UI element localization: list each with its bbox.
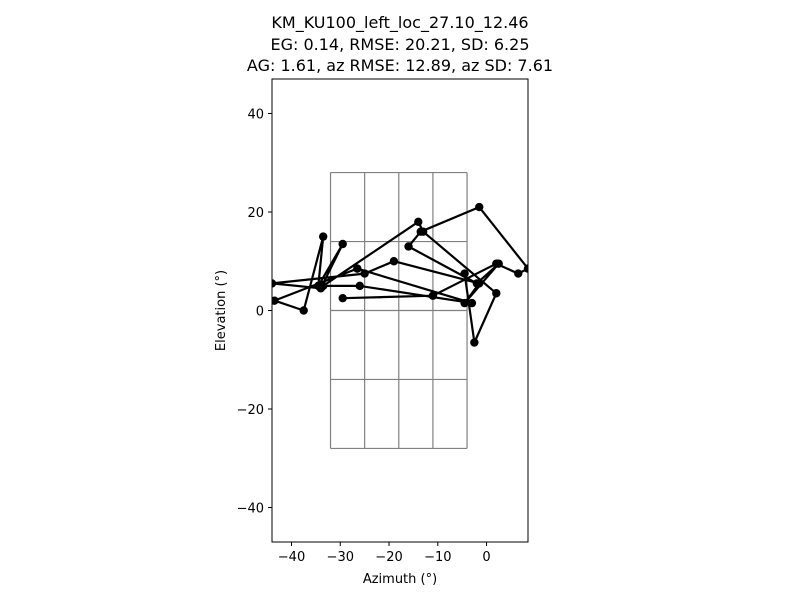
data-point (272, 279, 277, 288)
series-line-0 (272, 206, 528, 344)
data-point (494, 259, 503, 268)
data-point (475, 202, 484, 212)
x-tick-label: −40 (278, 550, 305, 565)
x-tick-label: −30 (327, 550, 354, 565)
chart-title-line-2: EG: 0.14, RMSE: 20.21, SD: 6.25 (270, 35, 530, 54)
x-axis-label: Azimuth (°) (363, 572, 437, 587)
x-tick-label: −20 (375, 550, 402, 565)
x-tick-label: −10 (424, 550, 451, 565)
grid-layer (329, 171, 468, 450)
data-point (353, 264, 362, 273)
data-point (460, 298, 469, 308)
data-point (338, 293, 347, 303)
series-line-layer (272, 206, 528, 344)
data-point (428, 291, 438, 300)
data-point (319, 281, 328, 291)
data-point (460, 269, 469, 278)
data-point (514, 269, 523, 278)
y-tick-label: 40 (247, 107, 264, 122)
data-point (475, 279, 484, 288)
chart-title-line-3: AG: 1.61, az RMSE: 12.89, az SD: 7.61 (246, 56, 554, 75)
series-point-layer (272, 202, 528, 347)
y-tick-label: 20 (247, 206, 264, 221)
data-point (523, 264, 528, 273)
y-tick-label: 0 (256, 305, 264, 320)
data-point (418, 227, 428, 236)
data-point (404, 242, 413, 251)
data-point (492, 289, 501, 298)
y-tick-label: −20 (237, 403, 264, 418)
data-point (272, 296, 279, 305)
data-point (470, 338, 479, 347)
y-axis-label: Elevation (°) (214, 270, 229, 351)
data-point (319, 232, 328, 241)
y-tick-label: −40 (237, 502, 264, 517)
data-point (338, 239, 347, 249)
data-point (299, 306, 308, 315)
data-point (360, 269, 369, 278)
data-point (355, 281, 364, 291)
data-point (467, 298, 477, 308)
chart-title-line-1: KM_KU100_left_loc_27.10_12.46 (271, 13, 529, 32)
data-point (414, 217, 423, 227)
y-axis-ticks: −40 −20 0 20 40 (237, 107, 272, 517)
data-point (389, 257, 399, 266)
x-axis-ticks: −40 −30 −20 −10 0 (278, 542, 491, 565)
x-tick-label: 0 (482, 550, 490, 565)
